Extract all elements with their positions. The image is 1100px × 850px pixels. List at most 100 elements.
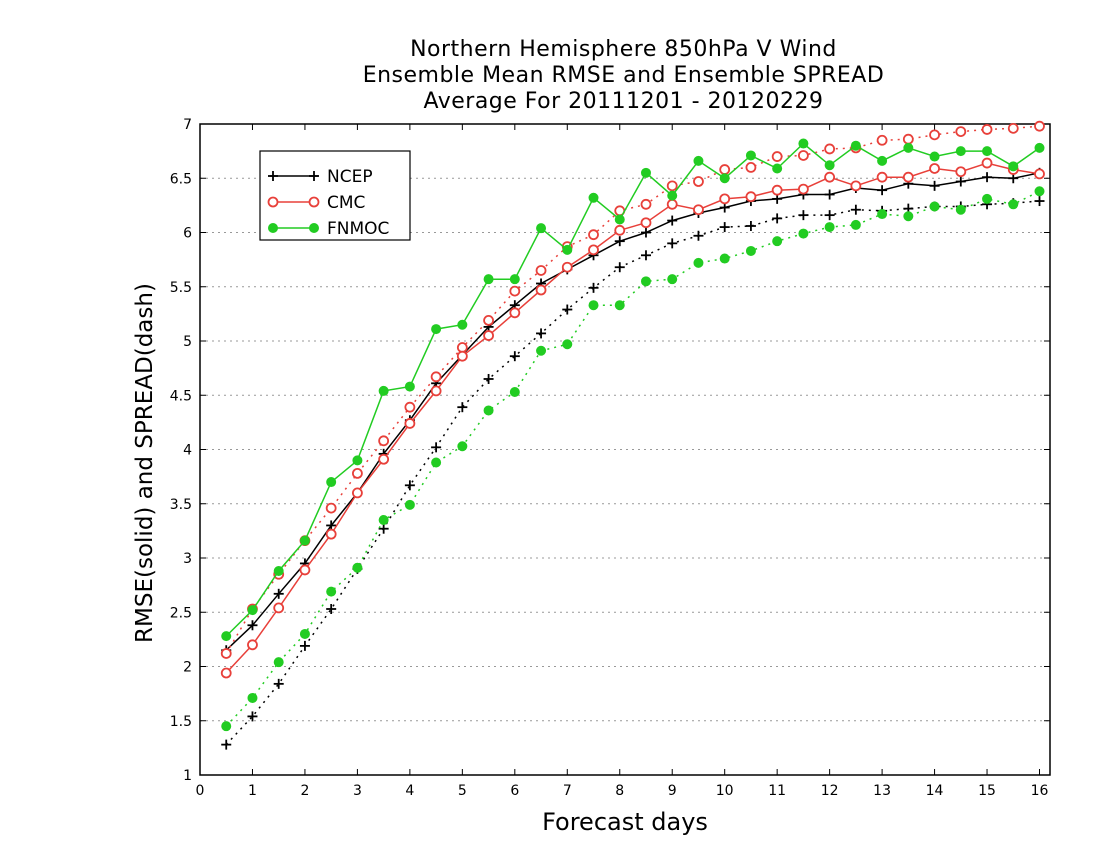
cmc-rmse-point — [719, 193, 731, 205]
y-tick-label: 5.5 — [170, 280, 192, 296]
fnmoc-spread-point — [772, 236, 783, 247]
cmc-spread-point — [745, 161, 757, 173]
fnmoc-spread-point — [745, 245, 756, 256]
fnmoc-rmse-point — [824, 160, 835, 171]
fnmoc-spread-point — [404, 499, 415, 510]
ncep-spread-point — [562, 304, 573, 315]
fnmoc-rmse-point — [982, 146, 993, 157]
fnmoc-spread-point — [850, 219, 861, 230]
cmc-rmse-point — [456, 350, 468, 362]
x-tick-label: 9 — [668, 783, 677, 799]
cmc-spread-point — [797, 150, 809, 161]
ncep-rmse-point — [982, 172, 993, 183]
fnmoc-spread-point — [667, 274, 678, 285]
x-tick-label: 1 — [248, 783, 257, 799]
fnmoc-rmse-point — [798, 138, 809, 149]
fnmoc-rmse-point — [588, 192, 599, 203]
x-tick-label: 7 — [563, 783, 572, 799]
cmc-rmse-point — [352, 487, 363, 499]
cmc-rmse-point — [588, 244, 599, 256]
ncep-spread-point — [667, 238, 678, 249]
fnmoc-rmse-point — [247, 605, 258, 616]
fnmoc-rmse-point — [850, 140, 861, 151]
x-tick-label: 4 — [405, 783, 414, 799]
ncep-spread-point — [798, 210, 809, 221]
cmc-spread-point — [352, 467, 363, 479]
ncep-spread-point — [378, 523, 389, 534]
cmc-rmse-point — [850, 180, 862, 192]
fnmoc-spread-point — [719, 253, 730, 264]
fnmoc-rmse-point — [483, 274, 494, 285]
fnmoc-rmse-point — [378, 385, 389, 396]
cmc-rmse-point — [299, 564, 311, 576]
cmc-rmse-point — [614, 224, 626, 236]
ncep-spread-point — [719, 222, 730, 233]
cmc-spread-point — [430, 371, 442, 383]
fnmoc-spread-point — [614, 300, 625, 311]
fnmoc-spread-point — [221, 721, 232, 732]
cmc-legend-marker — [267, 196, 279, 208]
fnmoc-rmse-point — [667, 190, 678, 201]
x-tick-label: 12 — [821, 783, 839, 799]
fnmoc-spread-point — [299, 628, 310, 639]
ncep-spread-point — [273, 678, 284, 689]
y-tick-label: 6.5 — [170, 171, 192, 187]
ncep-spread-point — [431, 442, 442, 453]
cmc-rmse-point — [902, 171, 914, 183]
fnmoc-rmse-point — [745, 150, 756, 161]
fnmoc-rmse-point — [299, 535, 310, 546]
ncep-spread-point — [326, 603, 337, 614]
x-tick-label: 11 — [768, 783, 786, 799]
legend-box — [259, 150, 411, 241]
legend: NCEP CMC FNMOC — [259, 150, 411, 241]
y-tick-label: 5 — [183, 334, 192, 350]
ncep-spread-point — [614, 262, 625, 273]
fnmoc-spread-point — [536, 345, 547, 356]
fnmoc-rmse-point — [719, 173, 730, 184]
cmc-rmse-point — [640, 217, 652, 229]
y-tick-label: 1 — [183, 768, 192, 784]
cmc-spread-point — [902, 133, 914, 145]
fnmoc-rmse-point — [509, 274, 520, 285]
fnmoc-rmse-point — [929, 151, 940, 162]
cmc-spread-point — [824, 143, 836, 155]
fnmoc-rmse-point — [955, 146, 966, 157]
fnmoc-spread-line — [225, 190, 1040, 727]
fnmoc-rmse-point — [903, 142, 914, 153]
fnmoc-legend-label: FNMOC — [327, 219, 389, 239]
x-tick-label: 13 — [873, 783, 891, 799]
y-axis-label: RMSE(solid) and SPREAD(dash) — [132, 283, 158, 643]
y-tick-label: 4.5 — [170, 388, 192, 404]
cmc-spread-point — [220, 648, 232, 659]
fnmoc-rmse-point — [562, 244, 573, 255]
cmc-rmse-point — [771, 184, 783, 196]
cmc-spread-point — [325, 502, 337, 514]
ncep-rmse-point — [667, 215, 678, 226]
cmc-rmse-point — [325, 528, 337, 540]
ncep-spread-point — [850, 204, 861, 215]
y-tick-label: 4 — [183, 443, 192, 459]
cmc-spread-point — [981, 124, 993, 135]
ncep-rmse-point — [640, 227, 651, 238]
fnmoc-spread-point — [588, 300, 599, 311]
cmc-rmse-point — [929, 163, 940, 174]
cmc-spread-point — [1034, 120, 1045, 132]
fnmoc-rmse-point — [877, 155, 888, 166]
cmc-rmse-point — [430, 385, 442, 397]
cmc-spread-point — [929, 129, 940, 141]
fnmoc-spread-point — [431, 457, 442, 468]
fnmoc-spread-point — [326, 586, 337, 597]
ncep-spread-point — [640, 250, 651, 261]
cmc-spread-point — [456, 342, 468, 353]
cmc-spread-line — [225, 125, 1040, 654]
cmc-rmse-point — [509, 307, 521, 319]
ncep-rmse-point — [929, 180, 940, 191]
cmc-legend-label: CMC — [327, 193, 365, 213]
cmc-spread-point — [378, 435, 390, 447]
ncep-spread-point — [457, 402, 468, 413]
fnmoc-rmse-point — [221, 631, 232, 642]
fnmoc-spread-point — [1034, 186, 1045, 197]
chart-title-line-3: Average For 20111201 - 20120229 — [423, 89, 824, 114]
fnmoc-rmse-point — [273, 566, 284, 577]
